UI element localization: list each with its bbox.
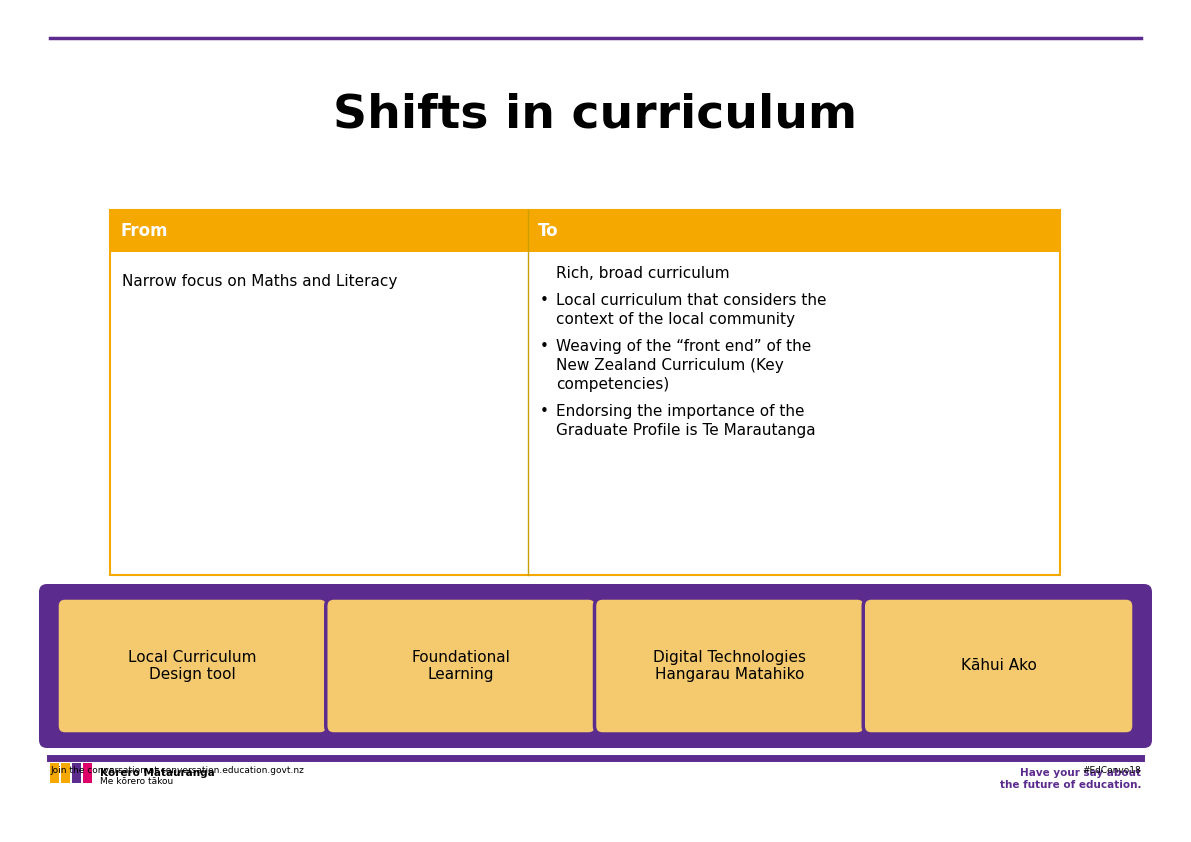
Text: Local Curriculum
Design tool: Local Curriculum Design tool [129,650,256,682]
Text: •: • [540,404,549,419]
FancyBboxPatch shape [110,210,1060,252]
Bar [50,763,60,783]
Text: Graduate Profile is Te Marautanga: Graduate Profile is Te Marautanga [556,423,816,438]
Text: To: To [538,222,559,240]
Text: •: • [540,339,549,354]
Text: Have your say about
the future of education.: Have your say about the future of educat… [999,768,1141,790]
Text: #EdConvo18: #EdConvo18 [1083,766,1141,775]
Text: competencies): competencies) [556,377,669,392]
FancyBboxPatch shape [326,598,597,734]
Text: context of the local community: context of the local community [556,312,796,327]
Text: Me kōrero tākou: Me kōrero tākou [100,777,173,786]
Text: Digital Technologies
Hangarau Matahiko: Digital Technologies Hangarau Matahiko [654,650,806,682]
Text: From: From [120,222,168,240]
Text: Kāhui Ako: Kāhui Ako [961,658,1036,674]
Text: Local curriculum that considers the: Local curriculum that considers the [556,293,827,308]
Bar [71,763,81,783]
FancyBboxPatch shape [39,584,1152,748]
FancyBboxPatch shape [594,598,865,734]
FancyBboxPatch shape [57,598,328,734]
Text: Join the conversation at conversation.education.govt.nz: Join the conversation at conversation.ed… [50,766,304,775]
Text: Weaving of the “front end” of the: Weaving of the “front end” of the [556,339,811,354]
FancyBboxPatch shape [110,210,1060,575]
Text: New Zealand Curriculum (Key: New Zealand Curriculum (Key [556,358,784,373]
FancyBboxPatch shape [863,598,1134,734]
Text: •: • [540,293,549,308]
Text: Endorsing the importance of the: Endorsing the importance of the [556,404,804,419]
Text: Kōrero Mātauranga: Kōrero Mātauranga [100,768,214,778]
Text: Narrow focus on Maths and Literacy: Narrow focus on Maths and Literacy [121,274,398,289]
Text: Shifts in curriculum: Shifts in curriculum [333,93,858,137]
Text: Rich, broad curriculum: Rich, broad curriculum [556,266,730,281]
Bar [61,763,70,783]
Bar [83,763,92,783]
Text: Foundational
Learning: Foundational Learning [412,650,511,682]
